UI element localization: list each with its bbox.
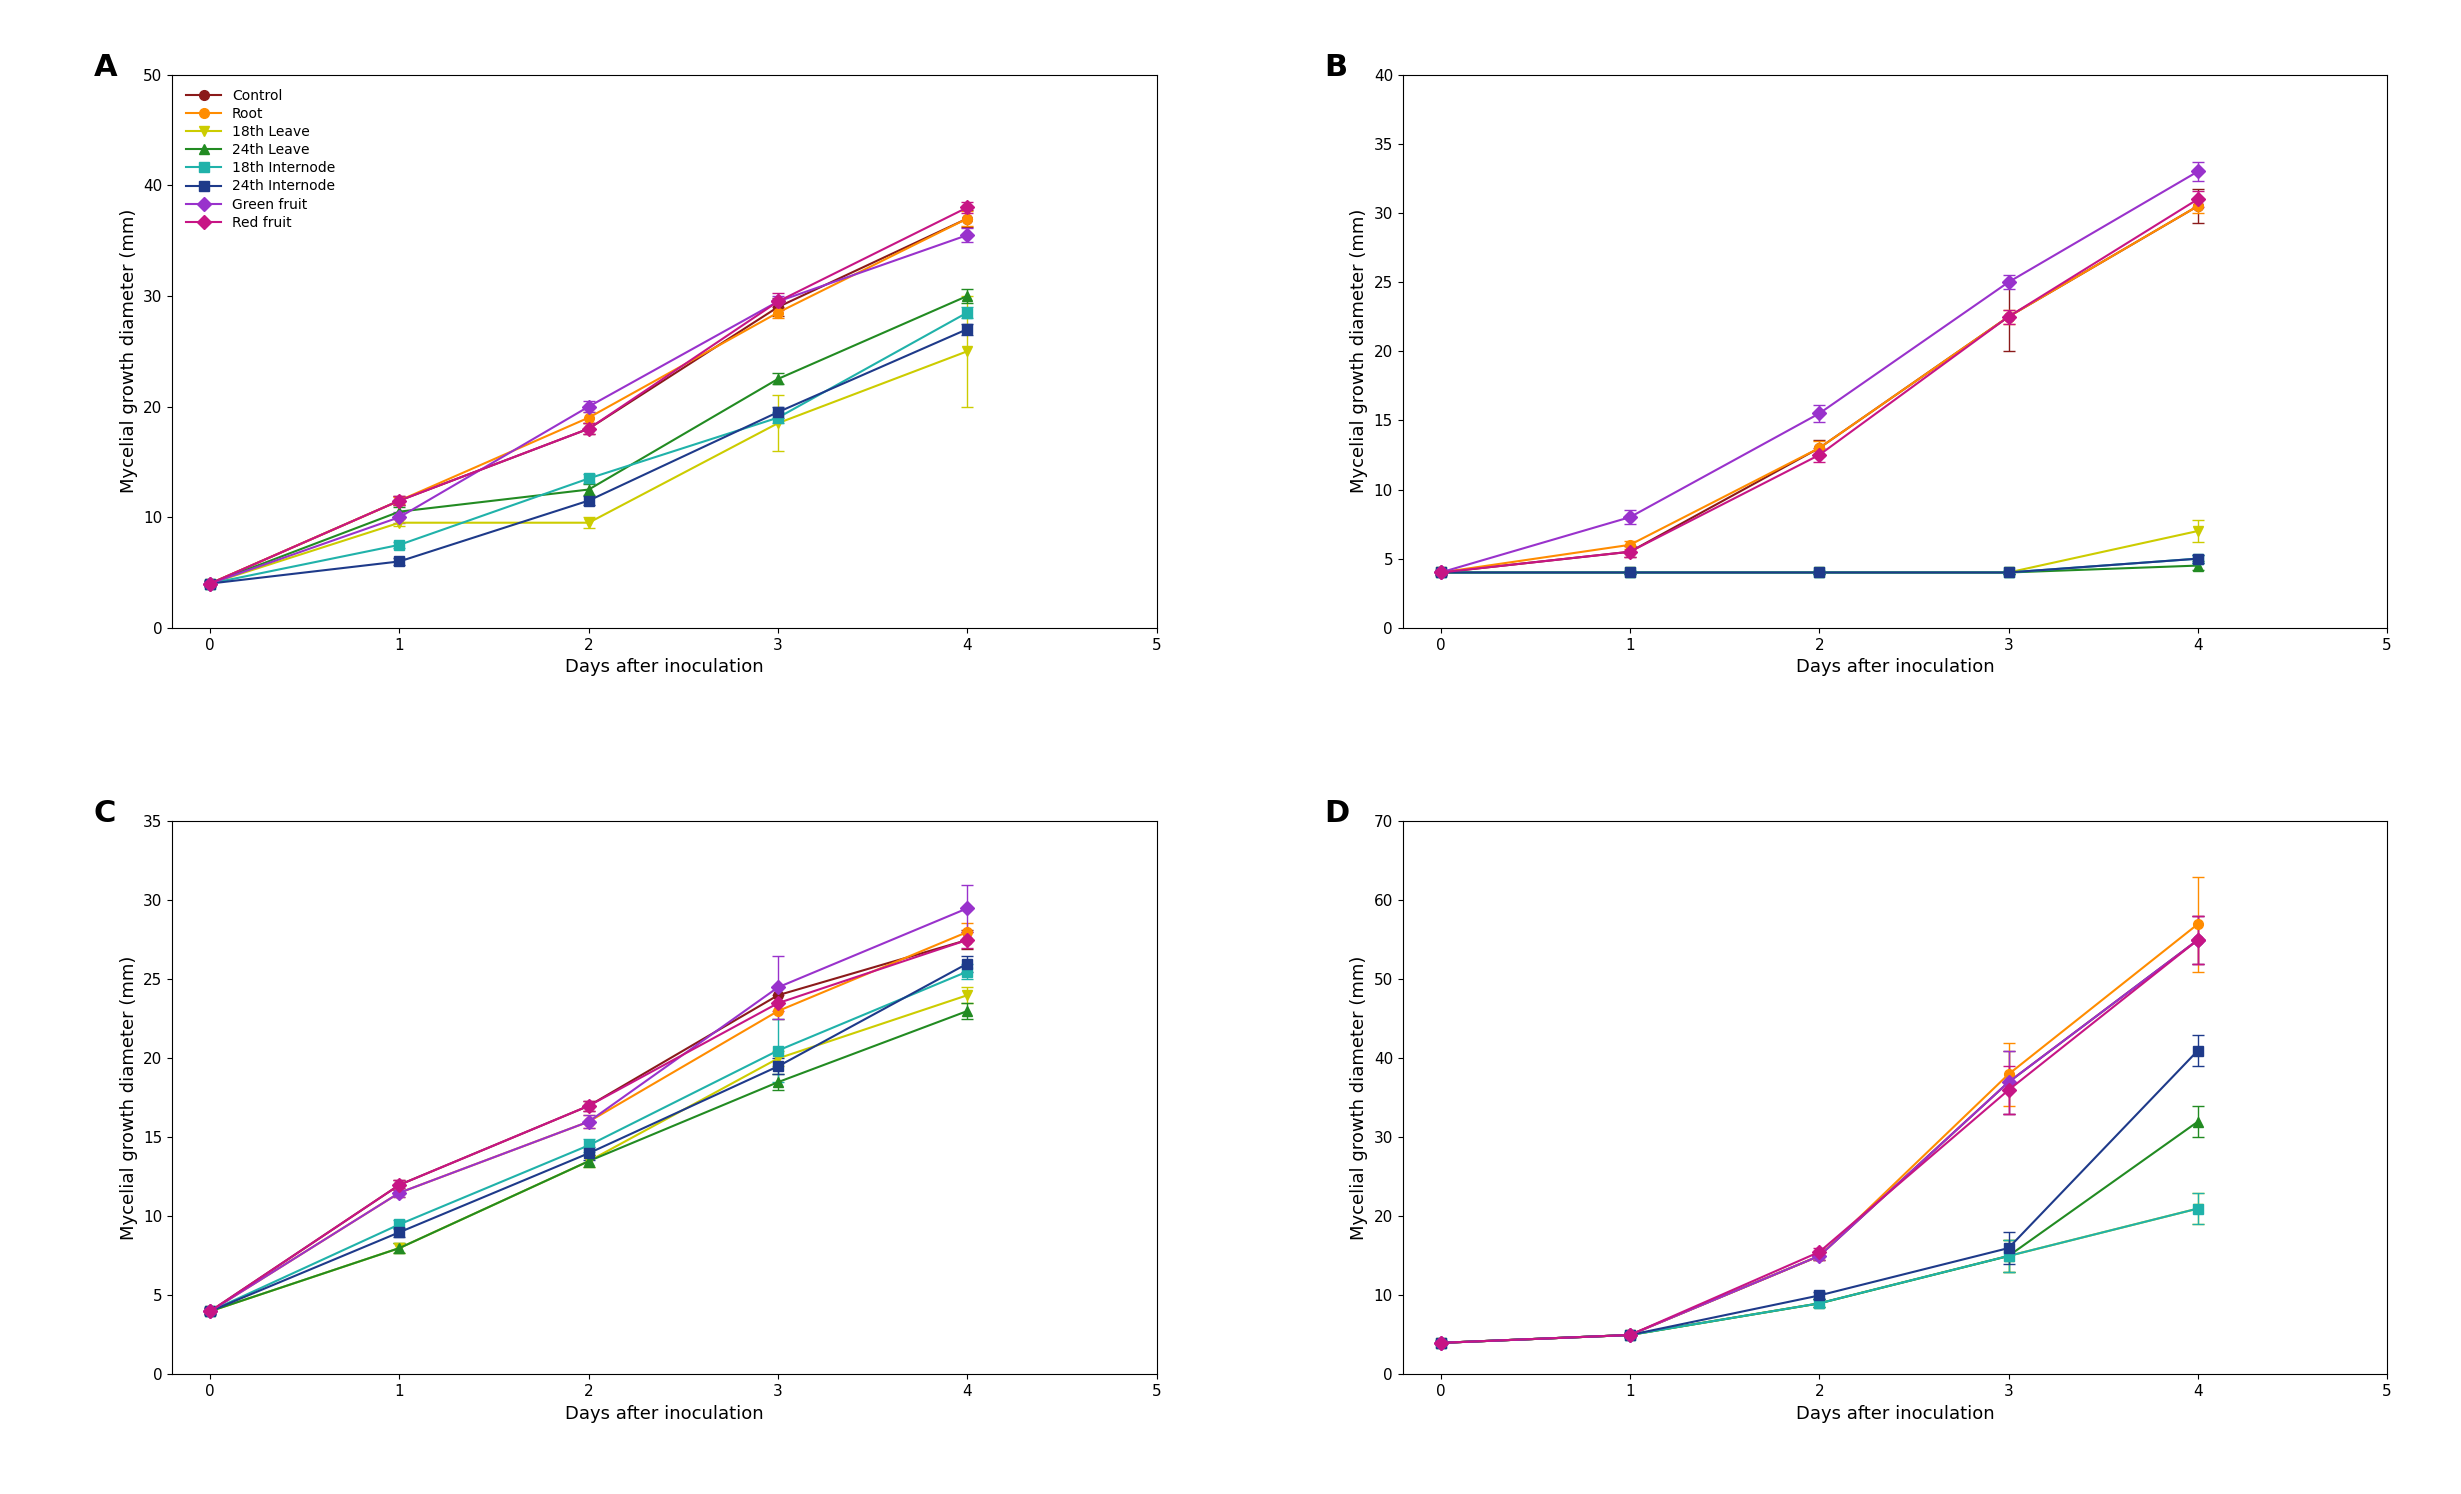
Legend: Control, Root, 18th Leave, 24th Leave, 18th Internode, 24th Internode, Green fru: Control, Root, 18th Leave, 24th Leave, 1… <box>180 82 342 236</box>
Text: D: D <box>1324 799 1349 828</box>
X-axis label: Days after inoculation: Days after inoculation <box>1797 1404 1993 1422</box>
Text: C: C <box>94 799 116 828</box>
X-axis label: Days after inoculation: Days after inoculation <box>1797 657 1993 677</box>
X-axis label: Days after inoculation: Days after inoculation <box>566 657 763 677</box>
Y-axis label: Mycelial growth diameter (mm): Mycelial growth diameter (mm) <box>1351 209 1368 493</box>
Text: A: A <box>94 52 118 82</box>
X-axis label: Days after inoculation: Days after inoculation <box>566 1404 763 1422</box>
Y-axis label: Mycelial growth diameter (mm): Mycelial growth diameter (mm) <box>121 956 138 1240</box>
Y-axis label: Mycelial growth diameter (mm): Mycelial growth diameter (mm) <box>121 209 138 493</box>
Y-axis label: Mycelial growth diameter (mm): Mycelial growth diameter (mm) <box>1351 956 1368 1240</box>
Text: B: B <box>1324 52 1346 82</box>
